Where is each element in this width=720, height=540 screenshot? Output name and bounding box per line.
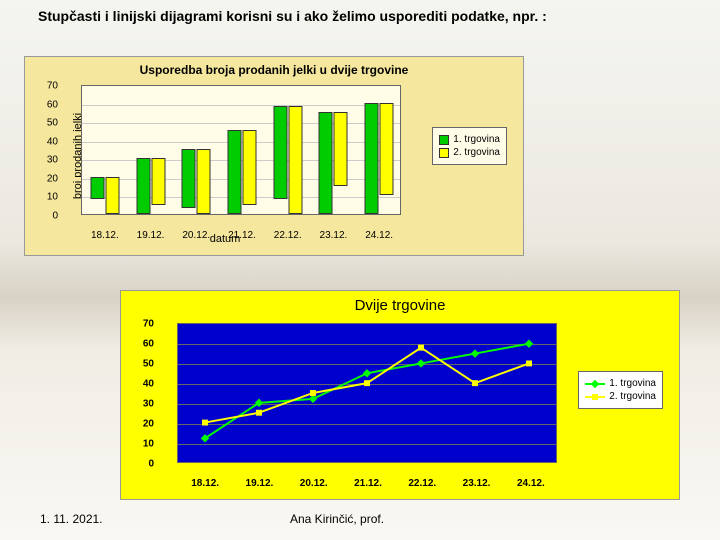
- x-tick: 18.12.: [91, 230, 119, 241]
- page-title: Stupčasti i linijski dijagrami korisni s…: [38, 8, 547, 24]
- legend-swatch: [439, 148, 449, 158]
- y-tick: 40: [143, 379, 154, 390]
- bar-group: [90, 177, 119, 214]
- x-tick: 18.12.: [191, 478, 219, 489]
- legend-line: [585, 396, 605, 398]
- bar: [273, 106, 287, 199]
- legend-label: 2. trgovina: [453, 147, 500, 158]
- line-marker: [418, 345, 424, 351]
- y-tick: 70: [143, 319, 154, 330]
- legend-item: 2. trgovina: [439, 147, 500, 158]
- bar-group: [273, 106, 302, 214]
- y-tick: 10: [143, 439, 154, 450]
- y-tick: 10: [47, 192, 58, 203]
- bar: [151, 158, 165, 204]
- legend-swatch: [439, 135, 449, 145]
- legend-label: 1. trgovina: [609, 378, 656, 389]
- y-tick: 60: [143, 339, 154, 350]
- legend-line: [585, 383, 605, 385]
- x-tick: 22.12.: [274, 230, 302, 241]
- x-tick: 20.12.: [300, 478, 328, 489]
- footer-date: 1. 11. 2021.: [40, 512, 103, 526]
- line-chart: Dvije trgovine 010203040506070 18.12.19.…: [120, 290, 680, 500]
- bar: [243, 130, 257, 204]
- bar: [228, 130, 242, 214]
- line-chart-lines: [178, 324, 556, 462]
- line-marker: [472, 380, 478, 386]
- x-tick: 21.12.: [354, 478, 382, 489]
- bar-group: [136, 158, 165, 214]
- x-tick: 23.12.: [463, 478, 491, 489]
- legend-item: 1. trgovina: [585, 378, 656, 389]
- y-tick: 30: [143, 399, 154, 410]
- line-marker: [202, 420, 208, 426]
- x-tick: 20.12.: [182, 230, 210, 241]
- x-tick: 19.12.: [246, 478, 274, 489]
- legend-label: 2. trgovina: [609, 391, 656, 402]
- line-marker: [310, 390, 316, 396]
- bar: [182, 149, 196, 208]
- legend-item: 1. trgovina: [439, 134, 500, 145]
- bar-group: [365, 103, 394, 214]
- bar-group: [182, 149, 211, 214]
- line-marker: [364, 380, 370, 386]
- bar-group: [319, 112, 348, 214]
- line-marker: [417, 359, 425, 367]
- bar-chart-xlabel: datum: [210, 233, 241, 245]
- line-marker: [256, 410, 262, 416]
- y-tick: 50: [47, 118, 58, 129]
- y-tick: 60: [47, 99, 58, 110]
- bar: [136, 158, 150, 214]
- y-tick: 0: [148, 459, 154, 470]
- legend-item: 2. trgovina: [585, 391, 656, 402]
- line-marker: [526, 360, 532, 366]
- y-tick: 70: [47, 81, 58, 92]
- bar: [380, 103, 394, 196]
- line-chart-plot: 010203040506070 18.12.19.12.20.12.21.12.…: [177, 323, 557, 463]
- y-tick: 20: [143, 419, 154, 430]
- bar: [365, 103, 379, 214]
- x-tick: 19.12.: [137, 230, 165, 241]
- bar-chart-legend: 1. trgovina 2. trgovina: [432, 127, 507, 165]
- bar: [105, 177, 119, 214]
- line-marker: [363, 369, 371, 377]
- bar: [197, 149, 211, 214]
- bar-chart: Usporedba broja prodanih jelki u dvije t…: [24, 56, 524, 256]
- bar: [288, 106, 302, 214]
- legend-label: 1. trgovina: [453, 134, 500, 145]
- x-tick: 22.12.: [408, 478, 436, 489]
- bar: [319, 112, 333, 214]
- line-chart-title: Dvije trgovine: [121, 291, 679, 320]
- y-tick: 50: [143, 359, 154, 370]
- bar: [334, 112, 348, 186]
- bar-chart-title: Usporedba broja prodanih jelki u dvije t…: [25, 57, 523, 83]
- bar-group: [228, 130, 257, 214]
- x-tick: 23.12.: [320, 230, 348, 241]
- y-tick: 40: [47, 136, 58, 147]
- footer-author: Ana Kirinčić, prof.: [290, 512, 384, 526]
- y-tick: 30: [47, 155, 58, 166]
- x-tick: 24.12.: [365, 230, 393, 241]
- bar-chart-plot: 010203040506070 18.12.19.12.20.12.21.12.…: [81, 85, 401, 215]
- line-marker: [309, 395, 317, 403]
- line-chart-legend: 1. trgovina 2. trgovina: [578, 371, 663, 409]
- y-tick: 0: [52, 211, 58, 222]
- line-marker: [525, 340, 533, 348]
- x-tick: 24.12.: [517, 478, 545, 489]
- bar: [90, 177, 104, 199]
- line-series: [205, 344, 529, 439]
- line-marker: [471, 349, 479, 357]
- y-tick: 20: [47, 173, 58, 184]
